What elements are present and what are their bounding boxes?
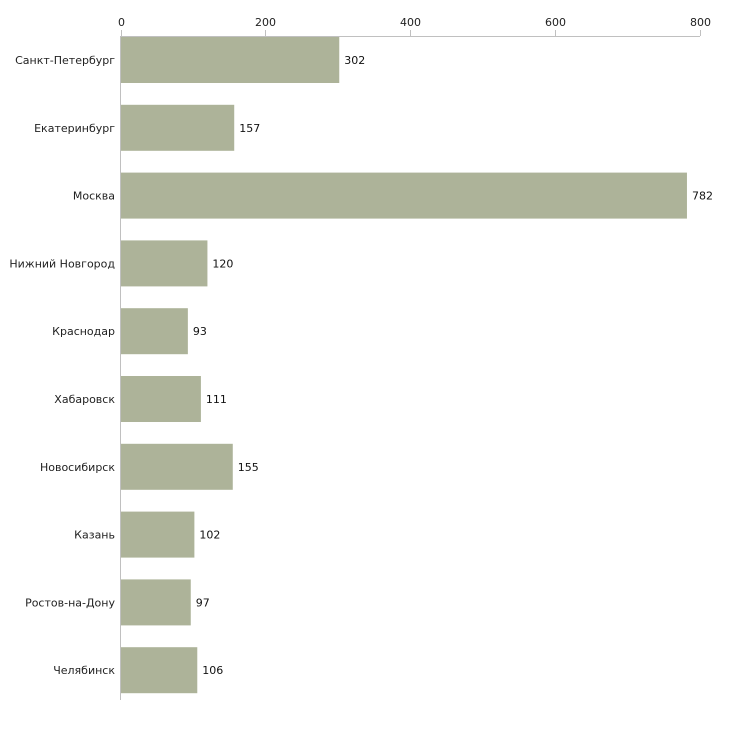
x-axis-ticks: 0 200 400 600 800 — [118, 16, 711, 36]
category-label: Новосибирск — [40, 461, 115, 474]
value-label: 120 — [212, 257, 233, 270]
bar — [120, 172, 687, 219]
bar — [120, 443, 233, 490]
value-label: 302 — [344, 54, 365, 67]
bar — [120, 647, 198, 694]
bars-group: Санкт-Петербург 302 Екатеринбург 157 Москва 7… — [9, 37, 713, 694]
bar — [120, 376, 201, 422]
category-label: Хабаровск — [54, 393, 115, 406]
x-tick-label: 600 — [545, 16, 566, 29]
bar — [120, 104, 235, 151]
value-label: 111 — [206, 393, 227, 406]
axes — [120, 36, 700, 700]
value-label: 106 — [202, 664, 223, 677]
value-label: 782 — [692, 190, 713, 203]
bar — [120, 579, 191, 626]
category-label: Казань — [74, 529, 115, 542]
category-label: Краснодар — [52, 325, 115, 338]
bar — [120, 240, 208, 287]
value-label: 157 — [239, 122, 260, 135]
x-tick-label: 0 — [118, 16, 125, 29]
category-label: Челябинск — [53, 664, 115, 677]
category-label: Ростов-на-Дону — [25, 596, 115, 609]
category-label: Санкт-Петербург — [15, 54, 115, 67]
value-label: 102 — [199, 529, 220, 542]
category-label: Нижний Новгород — [9, 257, 115, 270]
bar — [120, 308, 188, 355]
x-tick-label: 400 — [400, 16, 421, 29]
bar — [120, 37, 340, 83]
value-label: 97 — [196, 596, 210, 609]
category-label: Москва — [73, 190, 115, 203]
bar — [120, 511, 195, 558]
x-tick-label: 200 — [255, 16, 276, 29]
value-label: 155 — [238, 461, 259, 474]
category-label: Екатеринбург — [34, 122, 115, 135]
x-tick-label: 800 — [690, 16, 711, 29]
value-label: 93 — [193, 325, 207, 338]
